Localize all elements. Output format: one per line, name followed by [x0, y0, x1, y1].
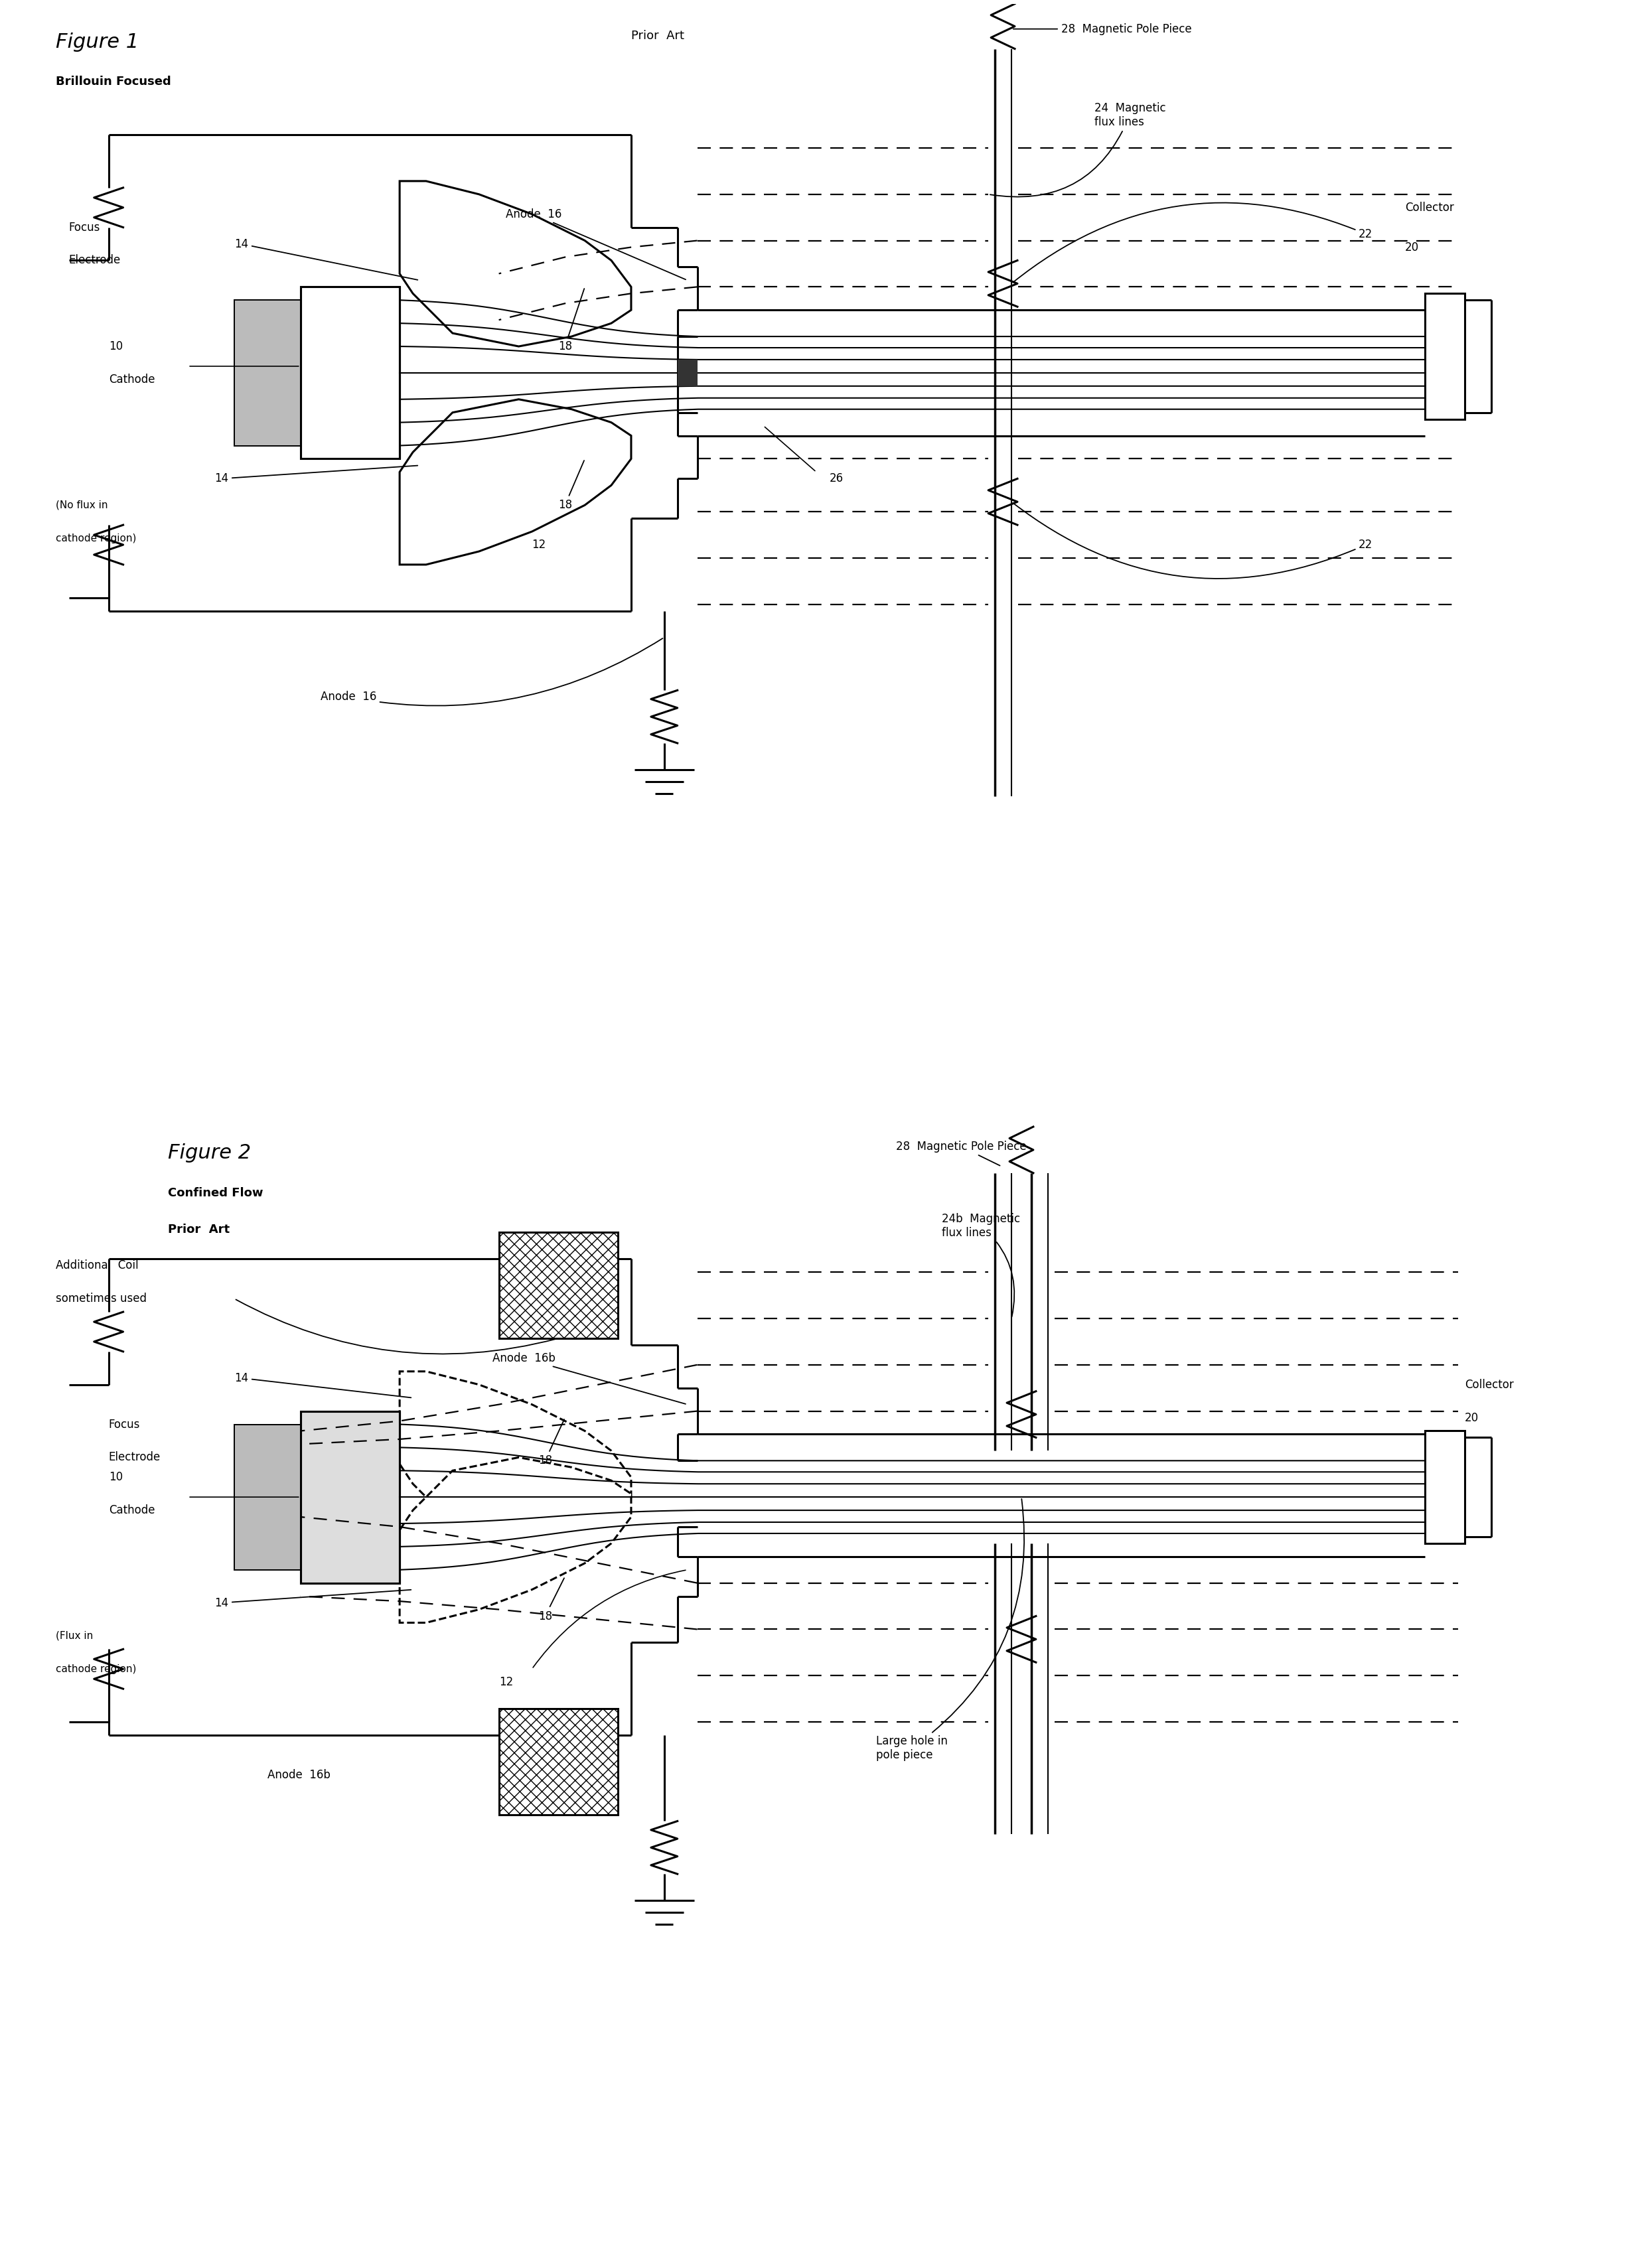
Text: 20: 20 [1405, 240, 1418, 254]
Bar [498, 1232, 618, 1338]
Text: (Flux in: (Flux in [56, 1631, 93, 1642]
Text: 22: 22 [1013, 202, 1373, 284]
Text: 28  Magnetic Pole Piece: 28 Magnetic Pole Piece [1013, 23, 1191, 34]
Text: Anode  16b: Anode 16b [268, 1769, 330, 1780]
Bar [498, 1708, 618, 1814]
Text: 12: 12 [533, 540, 546, 551]
Polygon shape [400, 1458, 631, 1622]
Text: 22: 22 [1013, 503, 1373, 578]
Polygon shape [400, 399, 631, 565]
Text: sometimes used: sometimes used [56, 1293, 147, 1304]
Text: Prior  Art: Prior Art [631, 29, 685, 41]
Text: 14: 14 [214, 1590, 412, 1608]
Text: 28  Magnetic Pole Piece: 28 Magnetic Pole Piece [895, 1141, 1026, 1166]
Text: 24b  Magnetic
flux lines: 24b Magnetic flux lines [943, 1213, 1020, 1318]
Text: Electrode: Electrode [108, 1452, 160, 1463]
Text: Collector: Collector [1464, 1379, 1513, 1390]
Text: 14: 14 [234, 1372, 412, 1397]
Text: cathode region): cathode region) [56, 1665, 136, 1674]
Text: 24  Magnetic
flux lines: 24 Magnetic flux lines [990, 102, 1165, 197]
Bar [1425, 293, 1464, 420]
Polygon shape [400, 1372, 631, 1538]
Text: 18: 18 [538, 1420, 564, 1467]
Bar [301, 286, 394, 458]
Text: 12: 12 [498, 1676, 513, 1687]
Text: 10: 10 [108, 340, 123, 352]
Text: Anode  16b: Anode 16b [492, 1352, 686, 1404]
Text: 10: 10 [108, 1472, 123, 1483]
Bar [1425, 1431, 1464, 1542]
Text: Focus: Focus [69, 222, 100, 234]
Text: Prior  Art: Prior Art [168, 1222, 230, 1236]
Text: Cathode: Cathode [108, 374, 155, 386]
Text: 14: 14 [214, 465, 418, 485]
Polygon shape [400, 181, 631, 347]
Text: Brillouin Focused: Brillouin Focused [56, 75, 172, 88]
Text: Anode  16: Anode 16 [320, 637, 663, 705]
Bar [301, 1411, 400, 1583]
Text: 20: 20 [1464, 1411, 1479, 1424]
Text: 26: 26 [830, 472, 843, 485]
Text: Focus: Focus [108, 1418, 141, 1431]
Bar [301, 1411, 400, 1583]
Text: Collector: Collector [1405, 202, 1454, 213]
Text: Confined Flow: Confined Flow [168, 1186, 263, 1200]
Text: 18: 18 [557, 288, 585, 352]
Text: Anode  16: Anode 16 [505, 209, 686, 279]
Text: cathode region): cathode region) [56, 533, 136, 542]
Text: Cathode: Cathode [108, 1504, 155, 1517]
Bar [234, 299, 301, 445]
Text: Additional  Coil: Additional Coil [56, 1259, 139, 1272]
Bar [234, 1424, 301, 1569]
Bar [678, 361, 698, 386]
Text: Figure 1: Figure 1 [56, 32, 139, 52]
Text: Large hole in
pole piece: Large hole in pole piece [876, 1499, 1025, 1762]
Bar [301, 286, 400, 458]
Text: Figure 2: Figure 2 [168, 1143, 252, 1163]
Text: Electrode: Electrode [69, 254, 121, 265]
Text: 14: 14 [234, 238, 418, 279]
Text: 18: 18 [557, 460, 583, 510]
Text: 18: 18 [538, 1579, 564, 1622]
Text: (No flux in: (No flux in [56, 501, 108, 510]
Bar [301, 286, 400, 458]
